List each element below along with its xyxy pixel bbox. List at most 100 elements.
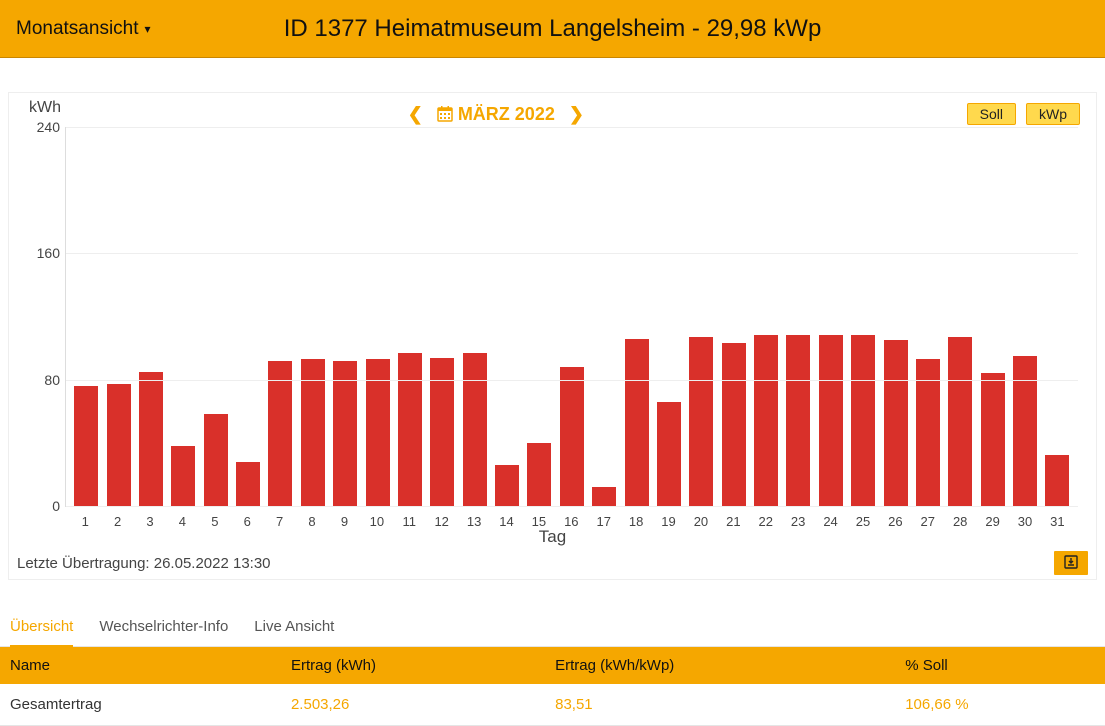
chart-bars (66, 127, 1078, 506)
cell-kwh: 2.503,26 (281, 684, 545, 726)
bar[interactable] (981, 373, 1005, 506)
page-title: ID 1377 Heimatmuseum Langelsheim - 29,98… (216, 15, 889, 43)
x-tick-label: 7 (268, 514, 292, 529)
cell-per-kwp: 83,51 (545, 684, 895, 726)
x-tick-label: 4 (170, 514, 194, 529)
x-tick-label: 17 (592, 514, 616, 529)
bar[interactable] (74, 386, 98, 506)
bar[interactable] (884, 340, 908, 506)
view-select-label: Monatsansicht (16, 18, 139, 40)
x-tick-label: 5 (203, 514, 227, 529)
bar[interactable] (495, 465, 519, 506)
y-tick-label: 0 (26, 498, 60, 514)
x-tick-label: 12 (430, 514, 454, 529)
x-tick-label: 27 (916, 514, 940, 529)
bar[interactable] (1045, 455, 1069, 506)
x-tick-label: 8 (300, 514, 324, 529)
download-icon (1064, 555, 1078, 569)
col-pct: % Soll (895, 647, 1105, 684)
x-tick-label: 18 (624, 514, 648, 529)
bar[interactable] (333, 361, 357, 506)
chart-body: 080160240 123456789101112131415161718192… (9, 127, 1096, 527)
topbar: Monatsansicht ▾ ID 1377 Heimatmuseum Lan… (0, 0, 1105, 58)
bar[interactable] (560, 367, 584, 506)
x-axis-title: Tag (9, 527, 1096, 551)
bar[interactable] (689, 337, 713, 506)
col-kwh: Ertrag (kWh) (281, 647, 545, 684)
chart-badges: Soll kWp (967, 103, 1080, 125)
bar[interactable] (1013, 356, 1037, 506)
gridline (66, 127, 1078, 128)
month-picker[interactable]: MÄRZ 2022 (437, 104, 555, 125)
x-tick-label: 23 (786, 514, 810, 529)
x-tick-label: 22 (754, 514, 778, 529)
x-tick-label: 31 (1045, 514, 1069, 529)
export-button[interactable] (1054, 551, 1088, 575)
x-tick-label: 14 (494, 514, 518, 529)
tab--bersicht[interactable]: Übersicht (10, 618, 73, 647)
y-tick-label: 240 (26, 119, 60, 135)
bar[interactable] (657, 402, 681, 506)
x-tick-label: 15 (527, 514, 551, 529)
bar[interactable] (722, 343, 746, 506)
bar[interactable] (301, 359, 325, 506)
bar[interactable] (171, 446, 195, 506)
chevron-down-icon: ▾ (145, 22, 151, 36)
x-axis-labels: 1234567891011121314151617181920212223242… (65, 514, 1078, 529)
bar[interactable] (366, 359, 390, 506)
bar[interactable] (463, 353, 487, 506)
cell-name: Gesamtertrag (0, 684, 281, 726)
view-select[interactable]: Monatsansicht ▾ (16, 18, 216, 40)
y-tick-label: 160 (26, 245, 60, 261)
x-tick-label: 19 (657, 514, 681, 529)
bar[interactable] (819, 335, 843, 506)
x-tick-label: 2 (106, 514, 130, 529)
tab-wechselrichter-info[interactable]: Wechselrichter-Info (99, 618, 228, 646)
gridline (66, 380, 1078, 381)
chart-panel: kWh ❮ MÄRZ 2022 ❯ Soll kWp 080160240 123… (8, 92, 1097, 580)
badge-kwp[interactable]: kWp (1026, 103, 1080, 125)
chart-footer: Letzte Übertragung: 26.05.2022 13:30 (9, 551, 1096, 579)
x-tick-label: 25 (851, 514, 875, 529)
x-tick-label: 11 (397, 514, 421, 529)
x-tick-label: 26 (883, 514, 907, 529)
cell-pct: 106,66 % (895, 684, 1105, 726)
chart-header: kWh ❮ MÄRZ 2022 ❯ Soll kWp (9, 93, 1096, 127)
chart-plot: 080160240 (65, 127, 1078, 507)
tabs: Übersicht Wechselrichter-Info Live Ansicht (0, 606, 1105, 647)
bar[interactable] (786, 335, 810, 506)
x-tick-label: 13 (462, 514, 486, 529)
bar[interactable] (527, 443, 551, 506)
bar[interactable] (948, 337, 972, 506)
bar[interactable] (139, 372, 163, 506)
bar[interactable] (268, 361, 292, 506)
bar[interactable] (107, 384, 131, 506)
next-month-button[interactable]: ❯ (569, 104, 584, 125)
x-tick-label: 16 (559, 514, 583, 529)
last-transfer-label: Letzte Übertragung: 26.05.2022 13:30 (17, 555, 271, 572)
y-tick-label: 80 (26, 372, 60, 388)
calendar-icon (437, 106, 453, 122)
bar[interactable] (851, 335, 875, 506)
gridline (66, 506, 1078, 507)
month-label: MÄRZ 2022 (458, 104, 555, 124)
col-per-kwp: Ertrag (kWh/kWp) (545, 647, 895, 684)
bar[interactable] (204, 414, 228, 506)
bar[interactable] (625, 339, 649, 506)
x-tick-label: 28 (948, 514, 972, 529)
bar[interactable] (916, 359, 940, 506)
month-nav: ❮ MÄRZ 2022 ❯ (25, 104, 967, 125)
bar[interactable] (236, 462, 260, 506)
table-header-row: Name Ertrag (kWh) Ertrag (kWh/kWp) % Sol… (0, 647, 1105, 684)
x-tick-label: 30 (1013, 514, 1037, 529)
bar[interactable] (754, 335, 778, 506)
badge-soll[interactable]: Soll (967, 103, 1016, 125)
prev-month-button[interactable]: ❮ (408, 104, 423, 125)
bar[interactable] (592, 487, 616, 506)
table-row: Gesamtertrag2.503,2683,51106,66 % (0, 684, 1105, 726)
tab-live-ansicht[interactable]: Live Ansicht (254, 618, 334, 646)
bar[interactable] (398, 353, 422, 506)
x-tick-label: 21 (721, 514, 745, 529)
summary-table: Name Ertrag (kWh) Ertrag (kWh/kWp) % Sol… (0, 647, 1105, 726)
x-tick-label: 10 (365, 514, 389, 529)
